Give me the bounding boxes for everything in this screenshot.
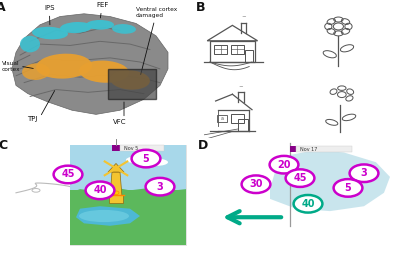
Bar — [231, 45, 244, 54]
Circle shape — [146, 178, 174, 196]
Text: a: a — [220, 116, 223, 121]
Bar — [214, 45, 227, 54]
Bar — [296, 146, 352, 152]
Ellipse shape — [60, 22, 92, 33]
Bar — [238, 119, 248, 131]
Polygon shape — [110, 172, 122, 197]
Text: VFC: VFC — [113, 119, 127, 125]
Text: 30: 30 — [249, 179, 263, 189]
Bar — [70, 190, 186, 245]
Text: Ventral cortex
damaged: Ventral cortex damaged — [136, 7, 177, 74]
Ellipse shape — [22, 63, 50, 80]
Text: C: C — [0, 139, 7, 152]
FancyBboxPatch shape — [108, 69, 156, 99]
Ellipse shape — [110, 70, 150, 90]
Bar — [109, 195, 123, 203]
Ellipse shape — [32, 27, 68, 39]
Text: Nov 17: Nov 17 — [300, 147, 317, 152]
Circle shape — [132, 150, 160, 167]
Polygon shape — [12, 14, 168, 114]
Text: 45: 45 — [293, 173, 307, 183]
Text: 5: 5 — [143, 154, 149, 164]
Text: 40: 40 — [93, 185, 107, 195]
Text: Nov 5: Nov 5 — [124, 146, 138, 151]
Polygon shape — [70, 187, 186, 193]
Text: 40: 40 — [301, 199, 315, 209]
Bar — [231, 114, 244, 123]
Ellipse shape — [79, 61, 129, 83]
Polygon shape — [270, 150, 390, 211]
Text: 20: 20 — [277, 160, 291, 170]
Ellipse shape — [86, 20, 114, 30]
Ellipse shape — [20, 36, 40, 52]
Text: B: B — [196, 1, 206, 14]
Ellipse shape — [144, 159, 168, 166]
Text: FEF: FEF — [96, 2, 108, 18]
Circle shape — [350, 164, 378, 182]
Circle shape — [242, 176, 270, 193]
Text: 3: 3 — [361, 168, 367, 178]
Text: Visual
cortex: Visual cortex — [2, 61, 21, 72]
Text: 3: 3 — [157, 182, 163, 192]
Text: ~: ~ — [238, 84, 243, 89]
Text: D: D — [198, 139, 208, 152]
Ellipse shape — [36, 54, 92, 79]
Ellipse shape — [112, 24, 136, 34]
Text: A: A — [0, 1, 6, 14]
Bar — [70, 145, 186, 193]
Ellipse shape — [126, 155, 162, 164]
Circle shape — [294, 195, 322, 213]
Text: ~: ~ — [241, 15, 246, 20]
Bar — [112, 145, 120, 151]
Polygon shape — [76, 206, 140, 226]
Circle shape — [86, 181, 114, 199]
Circle shape — [334, 179, 362, 197]
Circle shape — [270, 156, 298, 173]
Text: IPS: IPS — [44, 5, 54, 25]
Bar — [245, 50, 254, 62]
Ellipse shape — [79, 210, 129, 222]
Circle shape — [113, 191, 119, 195]
Text: 5: 5 — [345, 183, 351, 193]
Bar — [210, 41, 255, 62]
Polygon shape — [108, 164, 124, 172]
Bar — [120, 145, 164, 151]
Circle shape — [54, 166, 82, 183]
Bar — [290, 146, 296, 152]
Text: TPJ: TPJ — [27, 116, 37, 122]
FancyBboxPatch shape — [70, 145, 186, 245]
Circle shape — [286, 169, 314, 187]
Text: 45: 45 — [61, 170, 75, 179]
